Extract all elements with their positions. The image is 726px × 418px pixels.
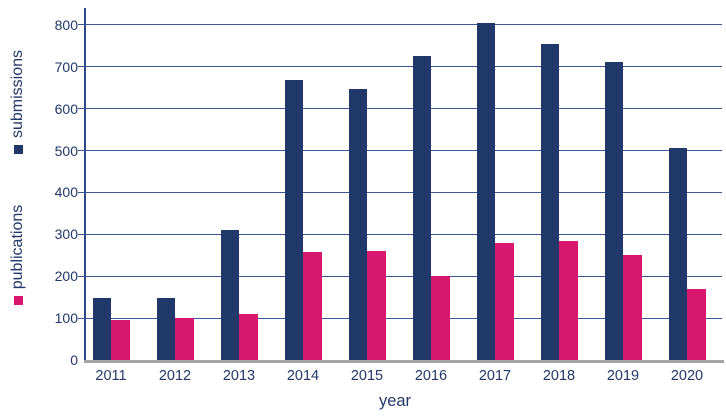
y-tick-label-800: 800: [54, 16, 78, 33]
y-tick-label-400: 400: [54, 184, 78, 201]
x-tick-label-2016: 2016: [414, 368, 448, 384]
bar-publications-2020: [687, 288, 706, 360]
submissions-legend-swatch-icon: [13, 145, 23, 155]
x-tick-label-2018: 2018: [542, 368, 576, 384]
bar-publications-2011: [111, 320, 130, 360]
gridline-500: [85, 150, 722, 151]
bar-submissions-2015: [348, 89, 367, 360]
y-tick-mark-300: [78, 233, 85, 235]
x-tick-label-2020: 2020: [670, 368, 704, 384]
bar-publications-2019: [623, 255, 642, 360]
y-tick-label-300: 300: [54, 226, 78, 243]
x-tick-label-2011: 2011: [95, 368, 127, 384]
x-tick-label-2015: 2015: [350, 368, 384, 384]
bar-publications-2015: [367, 251, 386, 360]
y-tick-mark-700: [78, 66, 85, 68]
x-axis-line: [84, 360, 724, 363]
gridline-800: [85, 24, 722, 26]
y-tick-mark-200: [78, 275, 85, 277]
bar-submissions-2016: [412, 56, 431, 360]
x-axis-title: year: [378, 392, 412, 410]
x-tick-label-2013: 2013: [222, 368, 256, 384]
y-tick-label-500: 500: [54, 142, 78, 159]
y-tick-mark-400: [78, 191, 85, 193]
x-tick-label-2014: 2014: [286, 368, 320, 384]
bar-publications-2016: [431, 276, 450, 360]
bar-publications-2017: [495, 242, 514, 360]
y-axis-title-submissions-text: submissions: [9, 49, 26, 139]
x-tick-label-2017: 2017: [478, 368, 512, 384]
y-tick-label-0: 0: [70, 352, 78, 368]
y-tick-mark-500: [78, 150, 85, 151]
x-tick-label-2019: 2019: [606, 368, 640, 384]
y-axis-line: [84, 8, 86, 361]
gridline-600: [85, 108, 722, 110]
gridline-100: [85, 317, 722, 319]
bar-publications-2012: [175, 318, 194, 360]
gridline-700: [85, 66, 722, 68]
x-tick-label-2012: 2012: [158, 368, 192, 384]
bar-submissions-2014: [284, 80, 303, 360]
publications-legend-swatch-icon: [13, 296, 23, 306]
y-tick-label-100: 100: [54, 310, 78, 327]
bar-submissions-2017: [476, 22, 495, 360]
gridline-400: [85, 191, 722, 193]
y-axis-title-submissions: submissions: [8, 32, 28, 172]
bar-submissions-2019: [604, 61, 623, 360]
bar-submissions-2018: [540, 43, 559, 360]
bar-submissions-2011: [92, 297, 111, 360]
y-axis-title-publications: publications: [8, 185, 28, 325]
y-tick-mark-600: [78, 108, 85, 110]
bar-submissions-2020: [668, 148, 687, 360]
y-tick-mark-100: [78, 317, 85, 319]
bar-submissions-2013: [220, 230, 239, 360]
bar-submissions-2012: [156, 297, 175, 360]
y-tick-label-600: 600: [54, 100, 78, 117]
y-tick-label-200: 200: [54, 268, 78, 285]
y-axis-title-publications-text: publications: [9, 204, 26, 290]
y-tick-mark-800: [78, 24, 85, 26]
gridline-300: [85, 233, 722, 235]
y-tick-label-700: 700: [54, 58, 78, 75]
gridline-200: [85, 275, 722, 277]
bar-publications-2013: [239, 313, 258, 360]
bar-publications-2014: [303, 251, 322, 360]
bar-publications-2018: [559, 240, 578, 360]
